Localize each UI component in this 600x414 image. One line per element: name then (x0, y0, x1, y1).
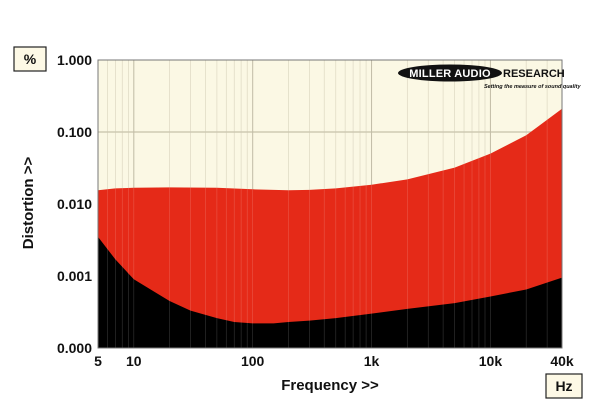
y-tick-label: 1.000 (57, 52, 92, 68)
series-area-2 (98, 236, 562, 348)
x-tick-label: 40k (550, 353, 574, 369)
logo-research-text: RESEARCH (503, 68, 565, 80)
y-unit-label: % (24, 51, 37, 67)
y-axis-title: Distortion >> (20, 157, 37, 250)
logo-tagline: Setting the measure of sound quality (484, 84, 582, 90)
x-tick-label: 100 (241, 353, 265, 369)
y-tick-labels: 1.000 0.100 0.010 0.001 0.000 (57, 52, 92, 356)
x-unit-label: Hz (555, 378, 572, 394)
y-tick-label: 0.000 (57, 340, 92, 356)
x-tick-label: 10 (126, 353, 142, 369)
series-areas (98, 108, 562, 348)
x-tick-label: 5 (94, 353, 102, 369)
x-tick-labels: 5 10 100 1k 10k 40k (94, 353, 574, 369)
plot-frame (97, 59, 563, 349)
y-unit-box: % (13, 46, 47, 72)
y-tick-label: 0.001 (57, 268, 92, 284)
x-axis-title: Frequency >> (281, 377, 379, 394)
grid-overlay (107, 60, 548, 348)
series-area-1 (98, 108, 562, 348)
x-tick-label: 10k (479, 353, 503, 369)
y-tick-label: 0.100 (57, 124, 92, 140)
y-tick-label: 0.010 (57, 196, 92, 212)
miller-audio-research-logo: MILLER AUDIO RESEARCH Setting the measur… (398, 64, 582, 90)
logo-main-text: MILLER AUDIO (409, 68, 491, 80)
x-tick-label: 1k (364, 353, 380, 369)
x-unit-box: Hz (545, 373, 583, 399)
